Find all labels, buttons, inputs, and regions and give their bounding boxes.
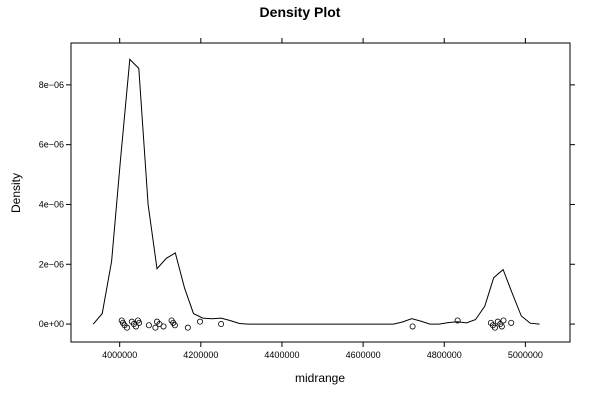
rug-point: [508, 319, 515, 326]
rug-point: [409, 323, 416, 330]
rug-points: [118, 317, 515, 331]
y-axis-ticks: 0e+00 2e−06 4e−06 6e−06 8e−06: [39, 80, 575, 329]
plot-frame: [70, 42, 571, 343]
rug-point: [123, 324, 130, 331]
rug-point: [498, 323, 505, 330]
rug-point: [152, 324, 159, 331]
y-tick-label: 2e−06: [39, 259, 64, 269]
y-tick-label: 0e+00: [39, 319, 64, 329]
chart-title: Density Plot: [260, 4, 341, 20]
rug-point: [132, 323, 139, 330]
x-tick-label: 4400000: [264, 350, 299, 360]
y-axis-label: Density: [9, 173, 23, 213]
x-axis-ticks: 4000000 4200000 4400000 4600000 4800000 50000…: [102, 38, 543, 360]
y-tick-label: 4e−06: [39, 199, 64, 209]
x-tick-label: 4600000: [346, 350, 381, 360]
y-tick-label: 6e−06: [39, 140, 64, 150]
rug-point: [184, 324, 191, 331]
rug-point: [500, 317, 507, 324]
rug-point: [136, 319, 143, 326]
rug-point: [491, 324, 498, 331]
rug-point: [218, 321, 225, 328]
rug-point: [454, 317, 461, 324]
x-tick-label: 5000000: [508, 350, 543, 360]
x-axis-label: midrange: [295, 371, 345, 385]
density-line: [92, 58, 540, 325]
rug-point: [171, 322, 178, 329]
y-tick-label: 8e−06: [39, 80, 64, 90]
x-tick-label: 4000000: [102, 350, 137, 360]
rug-point: [160, 323, 167, 330]
x-tick-label: 4800000: [427, 350, 462, 360]
rug-point: [145, 322, 152, 329]
x-tick-label: 4200000: [183, 350, 218, 360]
rug-point: [197, 318, 204, 325]
